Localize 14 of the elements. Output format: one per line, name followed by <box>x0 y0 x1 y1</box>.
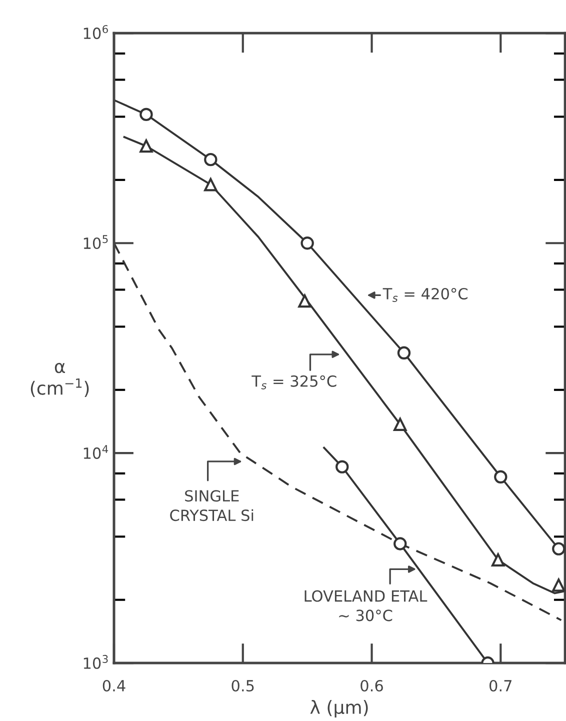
y-tick-label: 10$^{3}$ <box>84 654 108 669</box>
annotation: SINGLE CRYSTAL Si <box>170 490 254 522</box>
x-tick-label: 0.7 <box>490 680 512 692</box>
y-tick-label: 10$^{6}$ <box>84 25 108 40</box>
x-tick-label: 0.5 <box>232 680 254 692</box>
y-tick-label: 10$^{5}$ <box>84 235 108 250</box>
y-tick-label: 10$^{4}$ <box>84 445 108 459</box>
annotation: T$_{s}$ = 420°C <box>382 288 468 302</box>
x-tick-label: 0.6 <box>360 680 383 692</box>
annotation: LOVELAND ETAL ~ 30°C <box>304 590 428 622</box>
annotation: T$_{s}$ = 325°C <box>252 375 336 390</box>
x-axis-title: λ (μm) <box>310 700 368 718</box>
x-tick-label: 0.4 <box>102 680 126 692</box>
y-axis-title: α (cm$^{−1}$) <box>30 362 89 397</box>
